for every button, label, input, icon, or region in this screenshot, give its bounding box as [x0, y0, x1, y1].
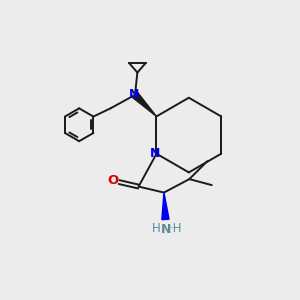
Text: H: H [152, 222, 160, 235]
Text: N: N [161, 223, 171, 236]
Text: N: N [129, 88, 139, 101]
Text: N: N [150, 147, 160, 160]
Polygon shape [133, 92, 157, 116]
Text: ·H: ·H [170, 222, 182, 235]
Polygon shape [162, 193, 169, 220]
Text: O: O [108, 174, 119, 187]
